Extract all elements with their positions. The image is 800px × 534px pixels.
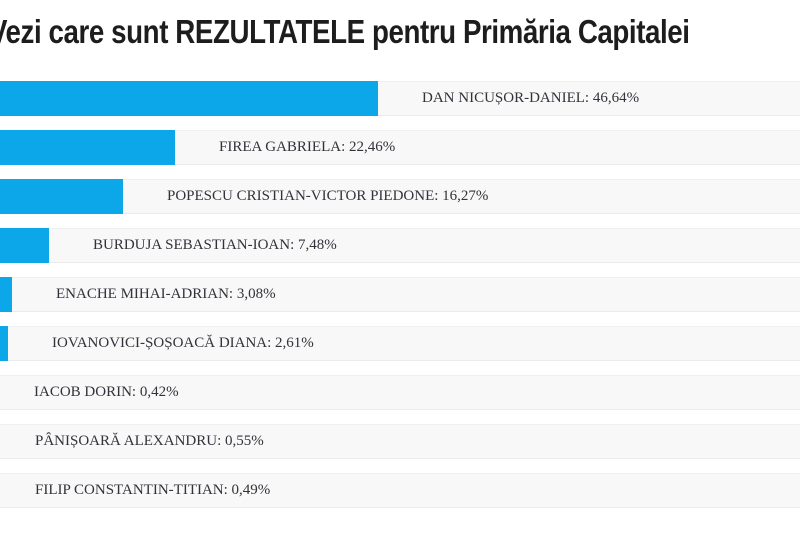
page-title: Vezi care sunt REZULTATELE pentru Primăr… [0, 13, 690, 50]
result-row: FIREA GABRIELA: 22,46% [0, 130, 800, 165]
result-label: POPESCU CRISTIAN-VICTOR PIEDONE: 16,27% [167, 188, 489, 204]
result-label: FILIP CONSTANTIN-TITIAN: 0,49% [35, 482, 271, 498]
result-label: IOVANOVICI-ȘOȘOACĂ DIANA: 2,61% [52, 335, 314, 351]
result-bar [0, 81, 378, 116]
result-label: DAN NICUȘOR-DANIEL: 46,64% [422, 90, 640, 106]
result-label: BURDUJA SEBASTIAN-IOAN: 7,48% [93, 237, 337, 253]
result-label: ENACHE MIHAI-ADRIAN: 3,08% [56, 286, 276, 302]
result-label: PÂNIȘOARĂ ALEXANDRU: 0,55% [35, 433, 264, 449]
result-bar [0, 130, 175, 165]
result-row: FILIP CONSTANTIN-TITIAN: 0,49% [0, 473, 800, 508]
result-row: DAN NICUȘOR-DANIEL: 46,64% [0, 81, 800, 116]
result-label: FIREA GABRIELA: 22,46% [219, 139, 396, 155]
result-row: IACOB DORIN: 0,42% [0, 375, 800, 410]
result-row: POPESCU CRISTIAN-VICTOR PIEDONE: 16,27% [0, 179, 800, 214]
result-row: IOVANOVICI-ȘOȘOACĂ DIANA: 2,61% [0, 326, 800, 361]
result-bar [0, 179, 123, 214]
result-bar [0, 277, 12, 312]
result-row: BURDUJA SEBASTIAN-IOAN: 7,48% [0, 228, 800, 263]
result-row: ENACHE MIHAI-ADRIAN: 3,08% [0, 277, 800, 312]
result-row: PÂNIȘOARĂ ALEXANDRU: 0,55% [0, 424, 800, 459]
result-bar [0, 228, 49, 263]
results-chart: DAN NICUȘOR-DANIEL: 46,64% FIREA GABRIEL… [0, 81, 800, 522]
result-bar [0, 326, 8, 361]
result-label: IACOB DORIN: 0,42% [34, 384, 179, 400]
